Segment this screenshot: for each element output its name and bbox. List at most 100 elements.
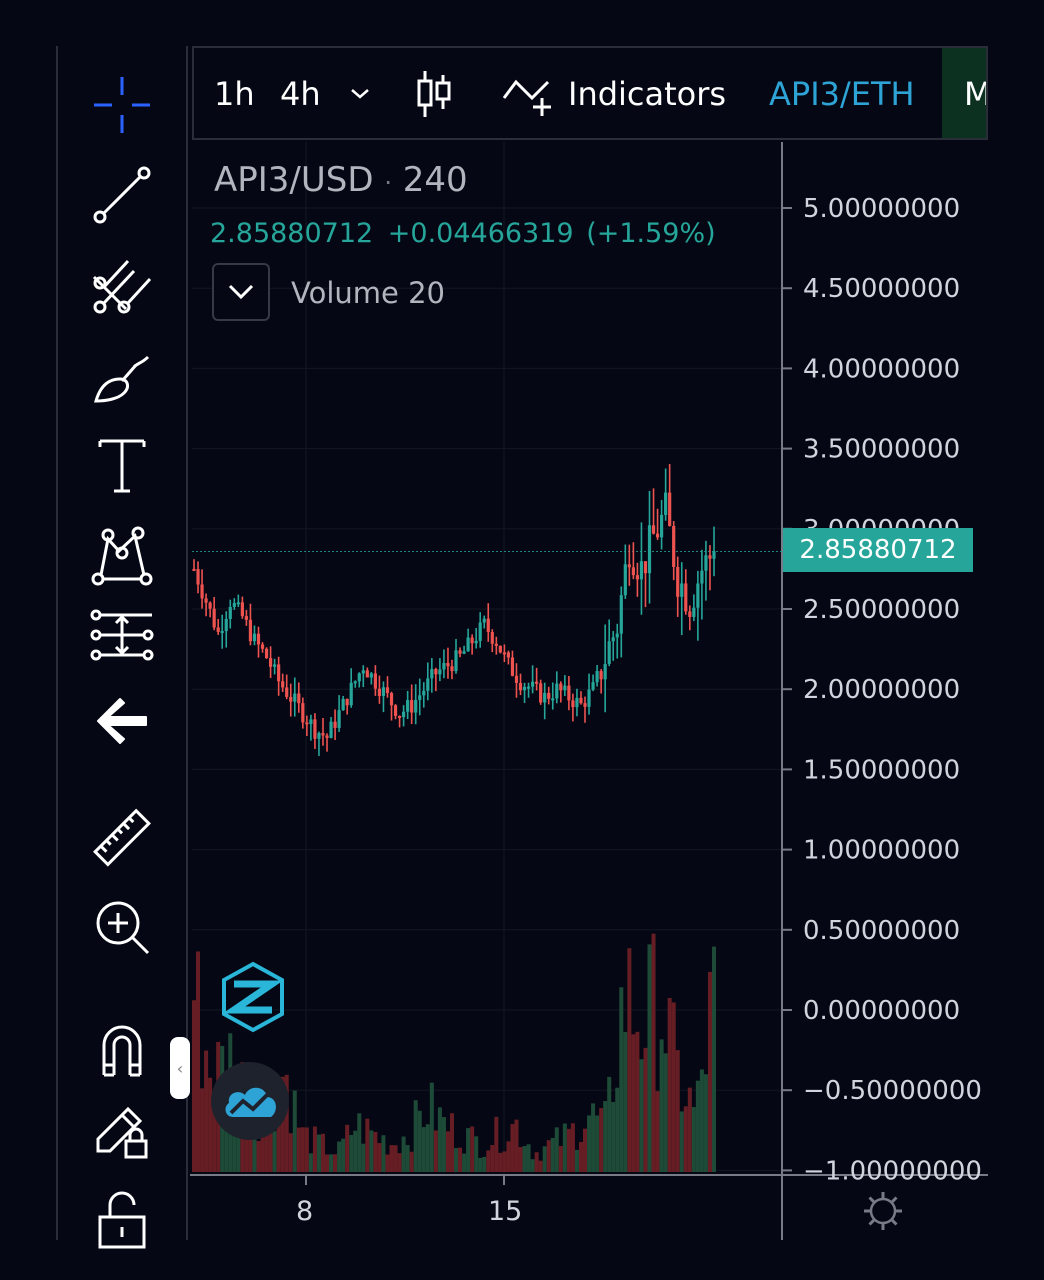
lock-drawings-icon[interactable] (80, 1096, 164, 1166)
volume-bar (683, 1106, 688, 1172)
magnet-icon[interactable] (80, 1012, 164, 1082)
candle-body (232, 603, 236, 607)
candle-body (438, 669, 442, 675)
volume-bar (699, 1069, 704, 1172)
interval-4h-button[interactable]: 4h (280, 75, 321, 113)
zoom-in-icon[interactable] (80, 892, 164, 962)
volume-bar (631, 1034, 636, 1172)
candle-body (329, 721, 333, 738)
panel-collapse-handle[interactable]: ‹ (170, 1037, 190, 1099)
compare-symbol-link[interactable]: API3/ETH (769, 75, 915, 113)
volume-bar (591, 1103, 596, 1172)
y-tick-label: 5.00000000 (803, 194, 960, 224)
candle-body (410, 700, 414, 713)
candle-body (535, 681, 539, 684)
prediction-icon[interactable] (80, 600, 164, 670)
volume-bar (659, 1039, 664, 1172)
truncated-menu-button[interactable]: M (942, 48, 986, 138)
interval-dropdown-chevron-icon[interactable] (348, 48, 372, 138)
candle-body (635, 575, 640, 580)
volume-bar (454, 1148, 459, 1172)
pitchfork-icon[interactable] (80, 250, 164, 320)
y-tick-label: 0.50000000 (803, 916, 960, 946)
candle-body (216, 627, 220, 632)
candle-body (268, 658, 273, 667)
brush-icon[interactable] (80, 340, 164, 410)
candle-body (285, 687, 289, 697)
volume-bar (514, 1119, 519, 1172)
unlock-icon[interactable] (80, 1184, 164, 1254)
volume-bar (639, 1059, 644, 1172)
volume-collapse-toggle[interactable] (212, 263, 270, 321)
chevron-down-icon (228, 284, 254, 300)
volume-bar (320, 1133, 325, 1172)
indicators-button[interactable]: Indicators (502, 48, 726, 138)
volume-bar (707, 971, 712, 1172)
indicators-icon (502, 72, 554, 116)
chart-canvas[interactable]: 5.00000000 4.50000000 4.00000000 3.50000000… (186, 142, 1044, 1240)
volume-bar (304, 1127, 309, 1172)
legend-separator: · (384, 169, 392, 197)
volume-bar (542, 1146, 547, 1172)
candle-body (434, 669, 438, 675)
ruler-icon[interactable] (80, 804, 164, 874)
candle-body (333, 721, 337, 728)
volume-bar (437, 1107, 442, 1172)
volume-bar (615, 1087, 620, 1172)
volume-bar (470, 1126, 475, 1172)
back-arrow-icon[interactable] (80, 686, 164, 756)
candle-body (563, 685, 567, 691)
candle-body (587, 689, 591, 707)
candle-body (418, 695, 422, 700)
candle-body (486, 618, 490, 632)
chart-area[interactable]: 5.00000000 4.50000000 4.00000000 3.50000000… (186, 142, 1044, 1240)
candle-body (228, 606, 232, 619)
volume-bar (204, 1050, 209, 1172)
text-icon[interactable] (80, 430, 164, 500)
candle-body (337, 710, 341, 728)
candle-body (514, 675, 519, 684)
volume-bar (611, 1102, 616, 1172)
candle-body (547, 692, 551, 699)
candle-body (353, 681, 357, 684)
candle-body (248, 619, 253, 642)
volume-bar (425, 1124, 430, 1172)
pattern-icon[interactable] (80, 520, 164, 590)
candle-chart-type-icon[interactable] (416, 48, 452, 138)
volume-bar (373, 1131, 378, 1172)
volume-bar (208, 1077, 213, 1172)
current-price-label: 2.85880712 (783, 528, 973, 572)
volume-bar (405, 1145, 410, 1172)
candle-body (462, 651, 466, 654)
legend-title: API3/USD · 240 (214, 160, 468, 200)
volume-bar (562, 1123, 567, 1172)
candle-body (696, 583, 700, 608)
candle-body (373, 673, 377, 689)
candle-body (659, 514, 664, 538)
volume-bar (312, 1126, 317, 1172)
settings-gear-icon[interactable] (862, 1190, 904, 1232)
candle-body (256, 633, 261, 645)
volume-bar (712, 946, 716, 1172)
candle-body (289, 696, 293, 702)
candle-body (494, 643, 498, 646)
interval-1h-button[interactable]: 1h (214, 75, 255, 113)
legend-symbol: API3/USD (214, 160, 374, 200)
candle-body (651, 525, 656, 534)
volume-bar (667, 997, 672, 1172)
candle-body (196, 569, 200, 585)
candle-body (672, 525, 676, 567)
candle-body (426, 678, 430, 691)
candle-body (204, 598, 208, 603)
candle-body (539, 683, 543, 703)
crosshair-icon[interactable] (80, 70, 164, 140)
trend-line-icon[interactable] (80, 160, 164, 230)
cloud-chart-button[interactable] (211, 1062, 289, 1140)
volume-bar (260, 1115, 265, 1172)
candle-body (474, 640, 478, 644)
legend-change-pct: (+1.59%) (586, 218, 716, 249)
candle-body (236, 602, 240, 605)
volume-bar (599, 1108, 604, 1172)
candle-body (224, 618, 228, 632)
volume-bar (619, 987, 624, 1172)
